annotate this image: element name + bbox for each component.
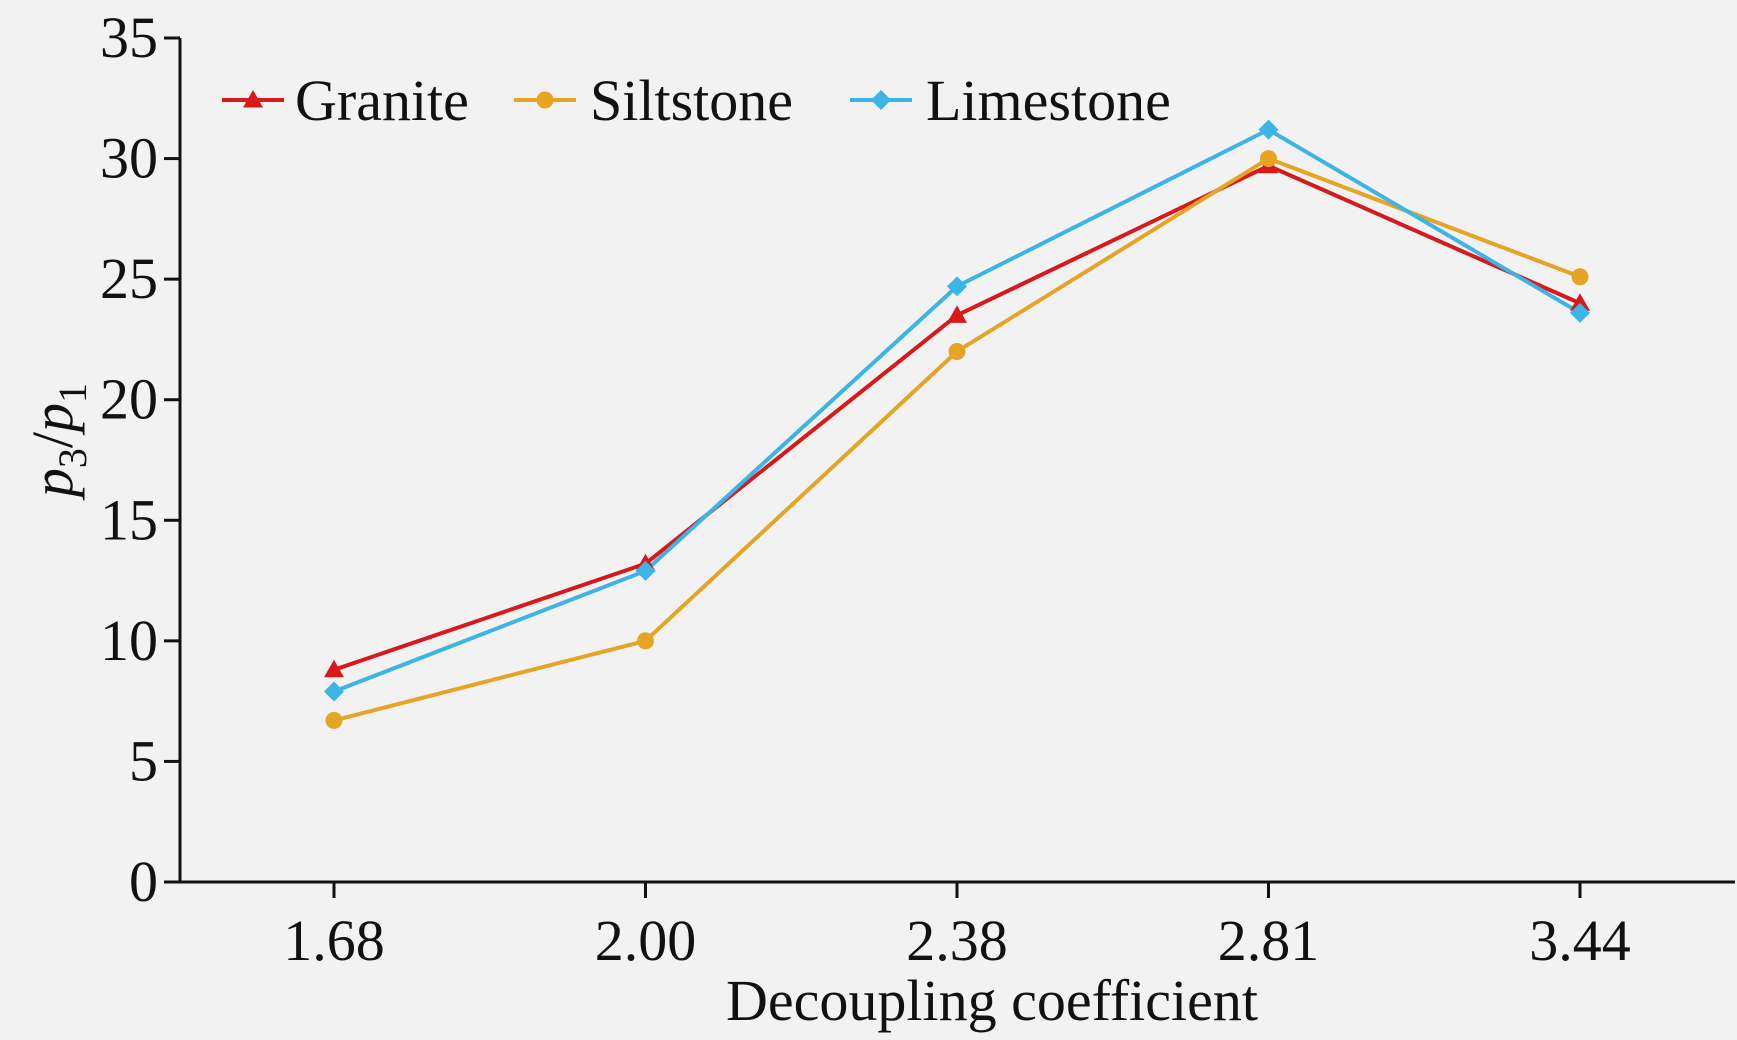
legend-label-granite: Granite (295, 68, 469, 133)
plot-series-lines (333, 127, 1582, 723)
data-point-limestone (635, 560, 656, 581)
y-tick-label: 0 (129, 849, 158, 914)
y-tick-label: 5 (129, 728, 158, 793)
series-line-siltstone (333, 156, 1581, 723)
legend-marker-granite (243, 90, 263, 108)
axes: 0 5 10 15 20 25 30 35 1.68 2.00 2.38 2.81 3.44 (100, 5, 1735, 973)
data-point-granite (324, 659, 344, 678)
legend-label-limestone: Limestone (926, 68, 1171, 133)
legend: Granite Siltstone Limestone (222, 68, 1171, 133)
y-axis-label: p3/p1 (20, 383, 95, 501)
legend-marker-siltstone (536, 91, 554, 109)
data-point-granite (1570, 293, 1590, 311)
x-tick-label: 2.00 (595, 908, 697, 973)
data-point-limestone (324, 681, 344, 702)
x-tick-label: 3.44 (1529, 908, 1631, 973)
data-point-limestone (1258, 119, 1279, 140)
y-tick-label: 15 (100, 487, 158, 552)
x-axis-label: Decoupling coefficient (726, 968, 1258, 1033)
y-tick-label: 20 (100, 367, 158, 432)
legend-label-siltstone: Siltstone (590, 68, 793, 133)
y-tick-label: 10 (100, 608, 158, 673)
data-point-siltstone (325, 711, 343, 729)
x-tick-label: 2.38 (906, 908, 1008, 973)
data-point-siltstone (637, 632, 654, 650)
data-point-siltstone (1260, 150, 1277, 168)
series-line-granite (333, 163, 1581, 672)
plot-series-markers (324, 119, 1590, 729)
data-point-granite (947, 305, 967, 323)
y-tick-label: 35 (100, 5, 158, 70)
x-tick-label: 1.68 (283, 908, 385, 973)
data-point-siltstone (1571, 268, 1589, 286)
data-point-limestone (1570, 302, 1590, 323)
y-tick-label: 25 (100, 246, 158, 311)
data-point-siltstone (948, 342, 966, 360)
data-point-limestone (947, 276, 967, 297)
legend-marker-limestone (871, 90, 891, 110)
y-tick-label: 30 (100, 126, 158, 191)
x-tick-label: 2.81 (1218, 908, 1320, 973)
